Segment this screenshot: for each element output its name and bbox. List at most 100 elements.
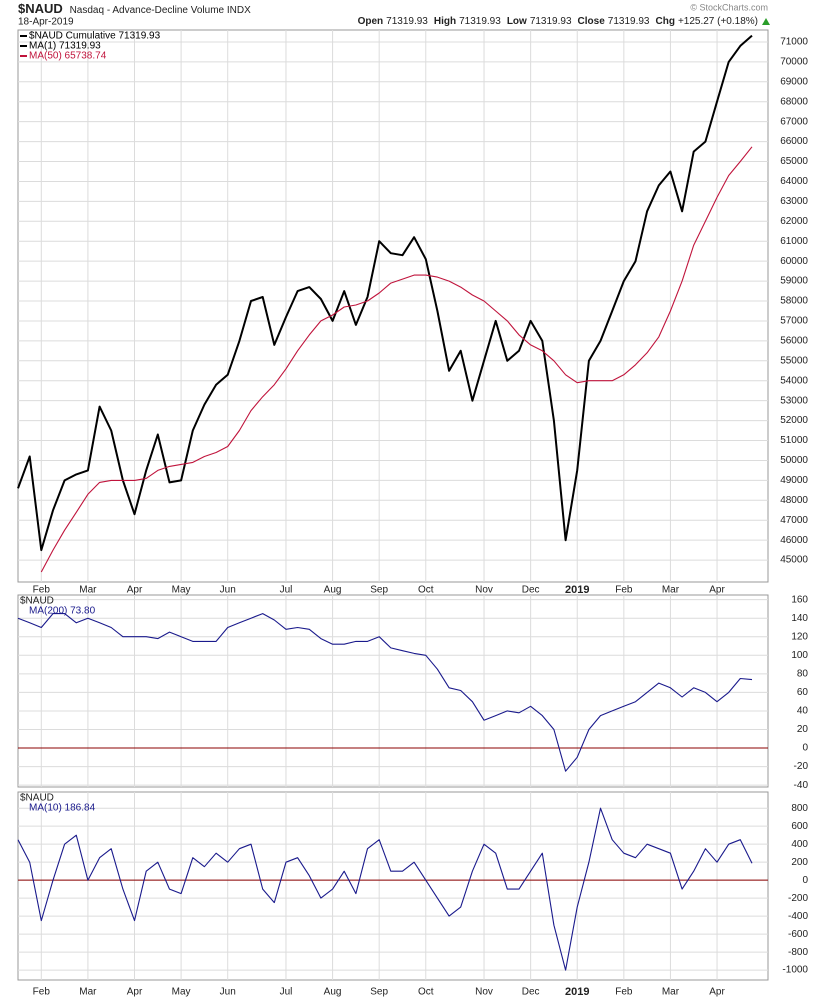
x-tick-label: 2019: [565, 584, 589, 596]
date: 18-Apr-2019: [18, 17, 74, 28]
x-tick-label: May: [172, 987, 191, 998]
y-tick-label: -1000: [782, 965, 808, 976]
x-tick-label: Nov: [475, 987, 493, 998]
x-tick-label: Mar: [79, 987, 97, 998]
y-tick-label: 61000: [780, 236, 808, 247]
quote: Open 71319.93 High 71319.93 Low 71319.93 Close…: [358, 16, 758, 27]
quote-value: +125.27 (+0.18%): [678, 16, 758, 27]
series-line: [40, 146, 753, 573]
y-tick-label: 58000: [780, 296, 808, 307]
x-tick-label: Dec: [522, 585, 540, 596]
quote-label: Close: [578, 16, 606, 27]
copyright: © StockCharts.com: [690, 2, 768, 12]
x-tick-label: Jul: [280, 585, 293, 596]
x-tick-label: Apr: [709, 987, 725, 998]
panel: [17, 29, 769, 583]
x-tick-label: 2019: [565, 986, 589, 998]
quote-label: Chg: [655, 16, 674, 27]
panel: [17, 594, 769, 788]
y-tick-label: 62000: [780, 216, 808, 227]
y-tick-label: 80: [797, 668, 809, 679]
quote-label: Low: [507, 16, 527, 27]
y-tick-label: 69000: [780, 76, 808, 87]
y-tick-label: 48000: [780, 495, 808, 506]
x-tick-label: Oct: [418, 987, 434, 998]
legend-entry: $NAUD Cumulative 71319.93: [29, 31, 161, 42]
x-tick-label: Feb: [615, 585, 633, 596]
y-tick-label: 67000: [780, 116, 808, 127]
x-tick-label: Nov: [475, 585, 493, 596]
y-tick-label: 53000: [780, 395, 808, 406]
x-tick-label: Oct: [418, 585, 434, 596]
y-tick-label: 54000: [780, 375, 808, 386]
y-tick-label: 57000: [780, 316, 808, 327]
y-tick-label: 66000: [780, 136, 808, 147]
y-tick-label: 68000: [780, 96, 808, 107]
y-tick-label: 40: [797, 706, 809, 717]
header-line: $NAUD Nasdaq - Advance-Decline Volume IN…: [18, 1, 251, 16]
y-tick-label: 55000: [780, 355, 808, 366]
x-tick-label: Feb: [615, 987, 633, 998]
y-tick-label: 800: [791, 803, 808, 814]
x-tick-label: Feb: [33, 585, 51, 596]
quote-value: 71319.93: [459, 16, 501, 27]
legend-entry: MA(200) 73.80: [29, 606, 96, 617]
y-tick-label: 0: [802, 875, 808, 886]
y-tick-label: 200: [791, 857, 808, 868]
series-line: [17, 613, 753, 772]
y-tick-label: 64000: [780, 176, 808, 187]
x-tick-label: Apr: [127, 585, 143, 596]
y-tick-label: 20: [797, 724, 809, 735]
panel-title: $NAUD: [20, 793, 54, 804]
x-tick-label: Sep: [370, 987, 388, 998]
y-tick-label: 70000: [780, 57, 808, 68]
x-tick-label: Mar: [662, 987, 680, 998]
x-tick-label: Apr: [709, 585, 725, 596]
quote-label: Open: [358, 16, 384, 27]
x-tick-label: Feb: [33, 987, 51, 998]
y-tick-label: 60000: [780, 256, 808, 267]
y-tick-label: -400: [788, 911, 808, 922]
y-tick-label: 63000: [780, 196, 808, 207]
series-line: [17, 807, 753, 971]
y-tick-label: 60: [797, 687, 809, 698]
legend-entry: MA(1) 71319.93: [29, 41, 101, 52]
y-tick-label: 47000: [780, 515, 808, 526]
y-tick-label: -200: [788, 893, 808, 904]
y-tick-label: 50000: [780, 455, 808, 466]
x-tick-label: May: [172, 585, 191, 596]
y-tick-label: -20: [794, 761, 809, 772]
y-tick-label: 400: [791, 839, 808, 850]
legend-entry: MA(10) 186.84: [29, 803, 96, 814]
y-tick-label: 100: [791, 650, 808, 661]
y-tick-label: 56000: [780, 336, 808, 347]
y-tick-label: -40: [794, 780, 809, 791]
y-tick-label: 45000: [780, 555, 808, 566]
y-tick-label: 51000: [780, 435, 808, 446]
y-tick-label: 65000: [780, 156, 808, 167]
x-tick-label: Aug: [324, 585, 342, 596]
y-tick-label: 160: [791, 594, 808, 605]
x-tick-label: Jun: [220, 987, 236, 998]
x-tick-label: Dec: [522, 987, 540, 998]
quote-value: 71319.93: [530, 16, 572, 27]
quote-value: 71319.93: [608, 16, 650, 27]
y-tick-label: 52000: [780, 415, 808, 426]
description: Nasdaq - Advance-Decline Volume INDX: [70, 5, 252, 16]
y-tick-label: 59000: [780, 276, 808, 287]
y-tick-label: 0: [802, 743, 808, 754]
y-tick-label: 140: [791, 613, 808, 624]
x-tick-label: Jun: [220, 585, 236, 596]
x-tick-label: Apr: [127, 987, 143, 998]
x-tick-label: Mar: [79, 585, 97, 596]
panel-title: $NAUD: [20, 596, 54, 607]
y-tick-label: 49000: [780, 475, 808, 486]
y-tick-label: 600: [791, 821, 808, 832]
legend-entry: MA(50) 65738.74: [29, 51, 107, 62]
symbol: $NAUD: [18, 1, 63, 16]
series-line: [17, 34, 753, 552]
x-tick-label: Sep: [370, 585, 388, 596]
x-tick-label: Mar: [662, 585, 680, 596]
quote-label: High: [434, 16, 456, 27]
